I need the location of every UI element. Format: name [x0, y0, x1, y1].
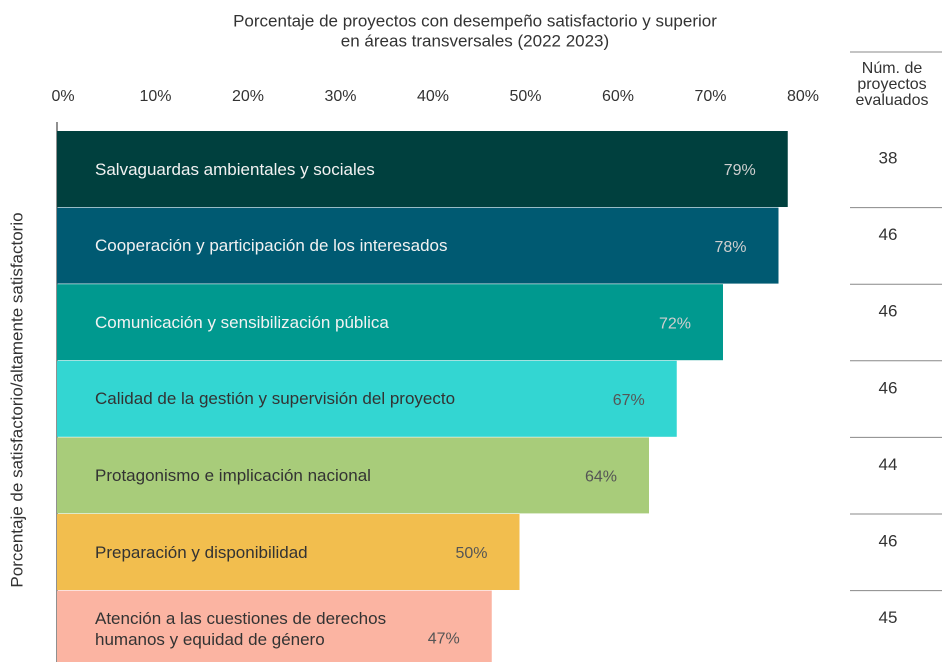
- bar: [57, 207, 779, 284]
- count-label: 46: [879, 531, 898, 550]
- bar: [57, 360, 677, 437]
- count-label: 45: [879, 608, 898, 627]
- counts-header: Núm. de proyectos evaluados: [855, 60, 929, 109]
- chart-title: Porcentaje de proyectos con desempeño sa…: [233, 11, 717, 30]
- x-tick-label: 10%: [139, 88, 171, 105]
- x-tick-label: 80%: [787, 88, 819, 105]
- value-label: 72%: [659, 315, 691, 332]
- x-tick-label: 40%: [417, 88, 449, 105]
- count-label: 38: [879, 148, 898, 167]
- bar: [57, 514, 520, 590]
- x-tick-label: 50%: [509, 88, 541, 105]
- count-label: 46: [879, 378, 898, 397]
- bar: [57, 590, 492, 662]
- value-label: 47%: [428, 630, 460, 647]
- bar: [57, 284, 723, 361]
- chart-title: en áreas transversales (2022 2023): [341, 31, 609, 50]
- category-label: Atención a las cuestiones de derechos hu…: [95, 608, 387, 649]
- bar: [57, 437, 649, 514]
- category-label: Preparación y disponibilidad: [95, 542, 308, 562]
- count-label: 46: [879, 302, 898, 321]
- category-label: Cooperación y participación de los inter…: [95, 236, 448, 256]
- x-tick-label: 30%: [324, 88, 356, 105]
- x-tick-label: 60%: [602, 88, 634, 105]
- value-label: 67%: [613, 392, 645, 409]
- count-label: 46: [879, 225, 898, 244]
- bar: [57, 131, 788, 207]
- count-label: 44: [879, 455, 898, 474]
- value-label: 79%: [724, 162, 756, 179]
- category-label: Salvaguardas ambientales y sociales: [95, 159, 375, 179]
- category-label: Calidad de la gestión y supervisión del …: [95, 389, 456, 409]
- x-tick-label: 0%: [51, 88, 74, 105]
- value-label: 64%: [585, 469, 617, 486]
- category-label: Comunicación y sensibilización pública: [95, 312, 389, 332]
- category-label: Protagonismo e implicación nacional: [95, 465, 371, 485]
- x-tick-label: 70%: [694, 88, 726, 105]
- x-tick-label: 20%: [232, 88, 264, 105]
- value-label: 50%: [455, 545, 487, 562]
- y-axis-label: Porcentaje de satisfactorio/altamente sa…: [7, 212, 26, 587]
- value-label: 78%: [714, 239, 746, 256]
